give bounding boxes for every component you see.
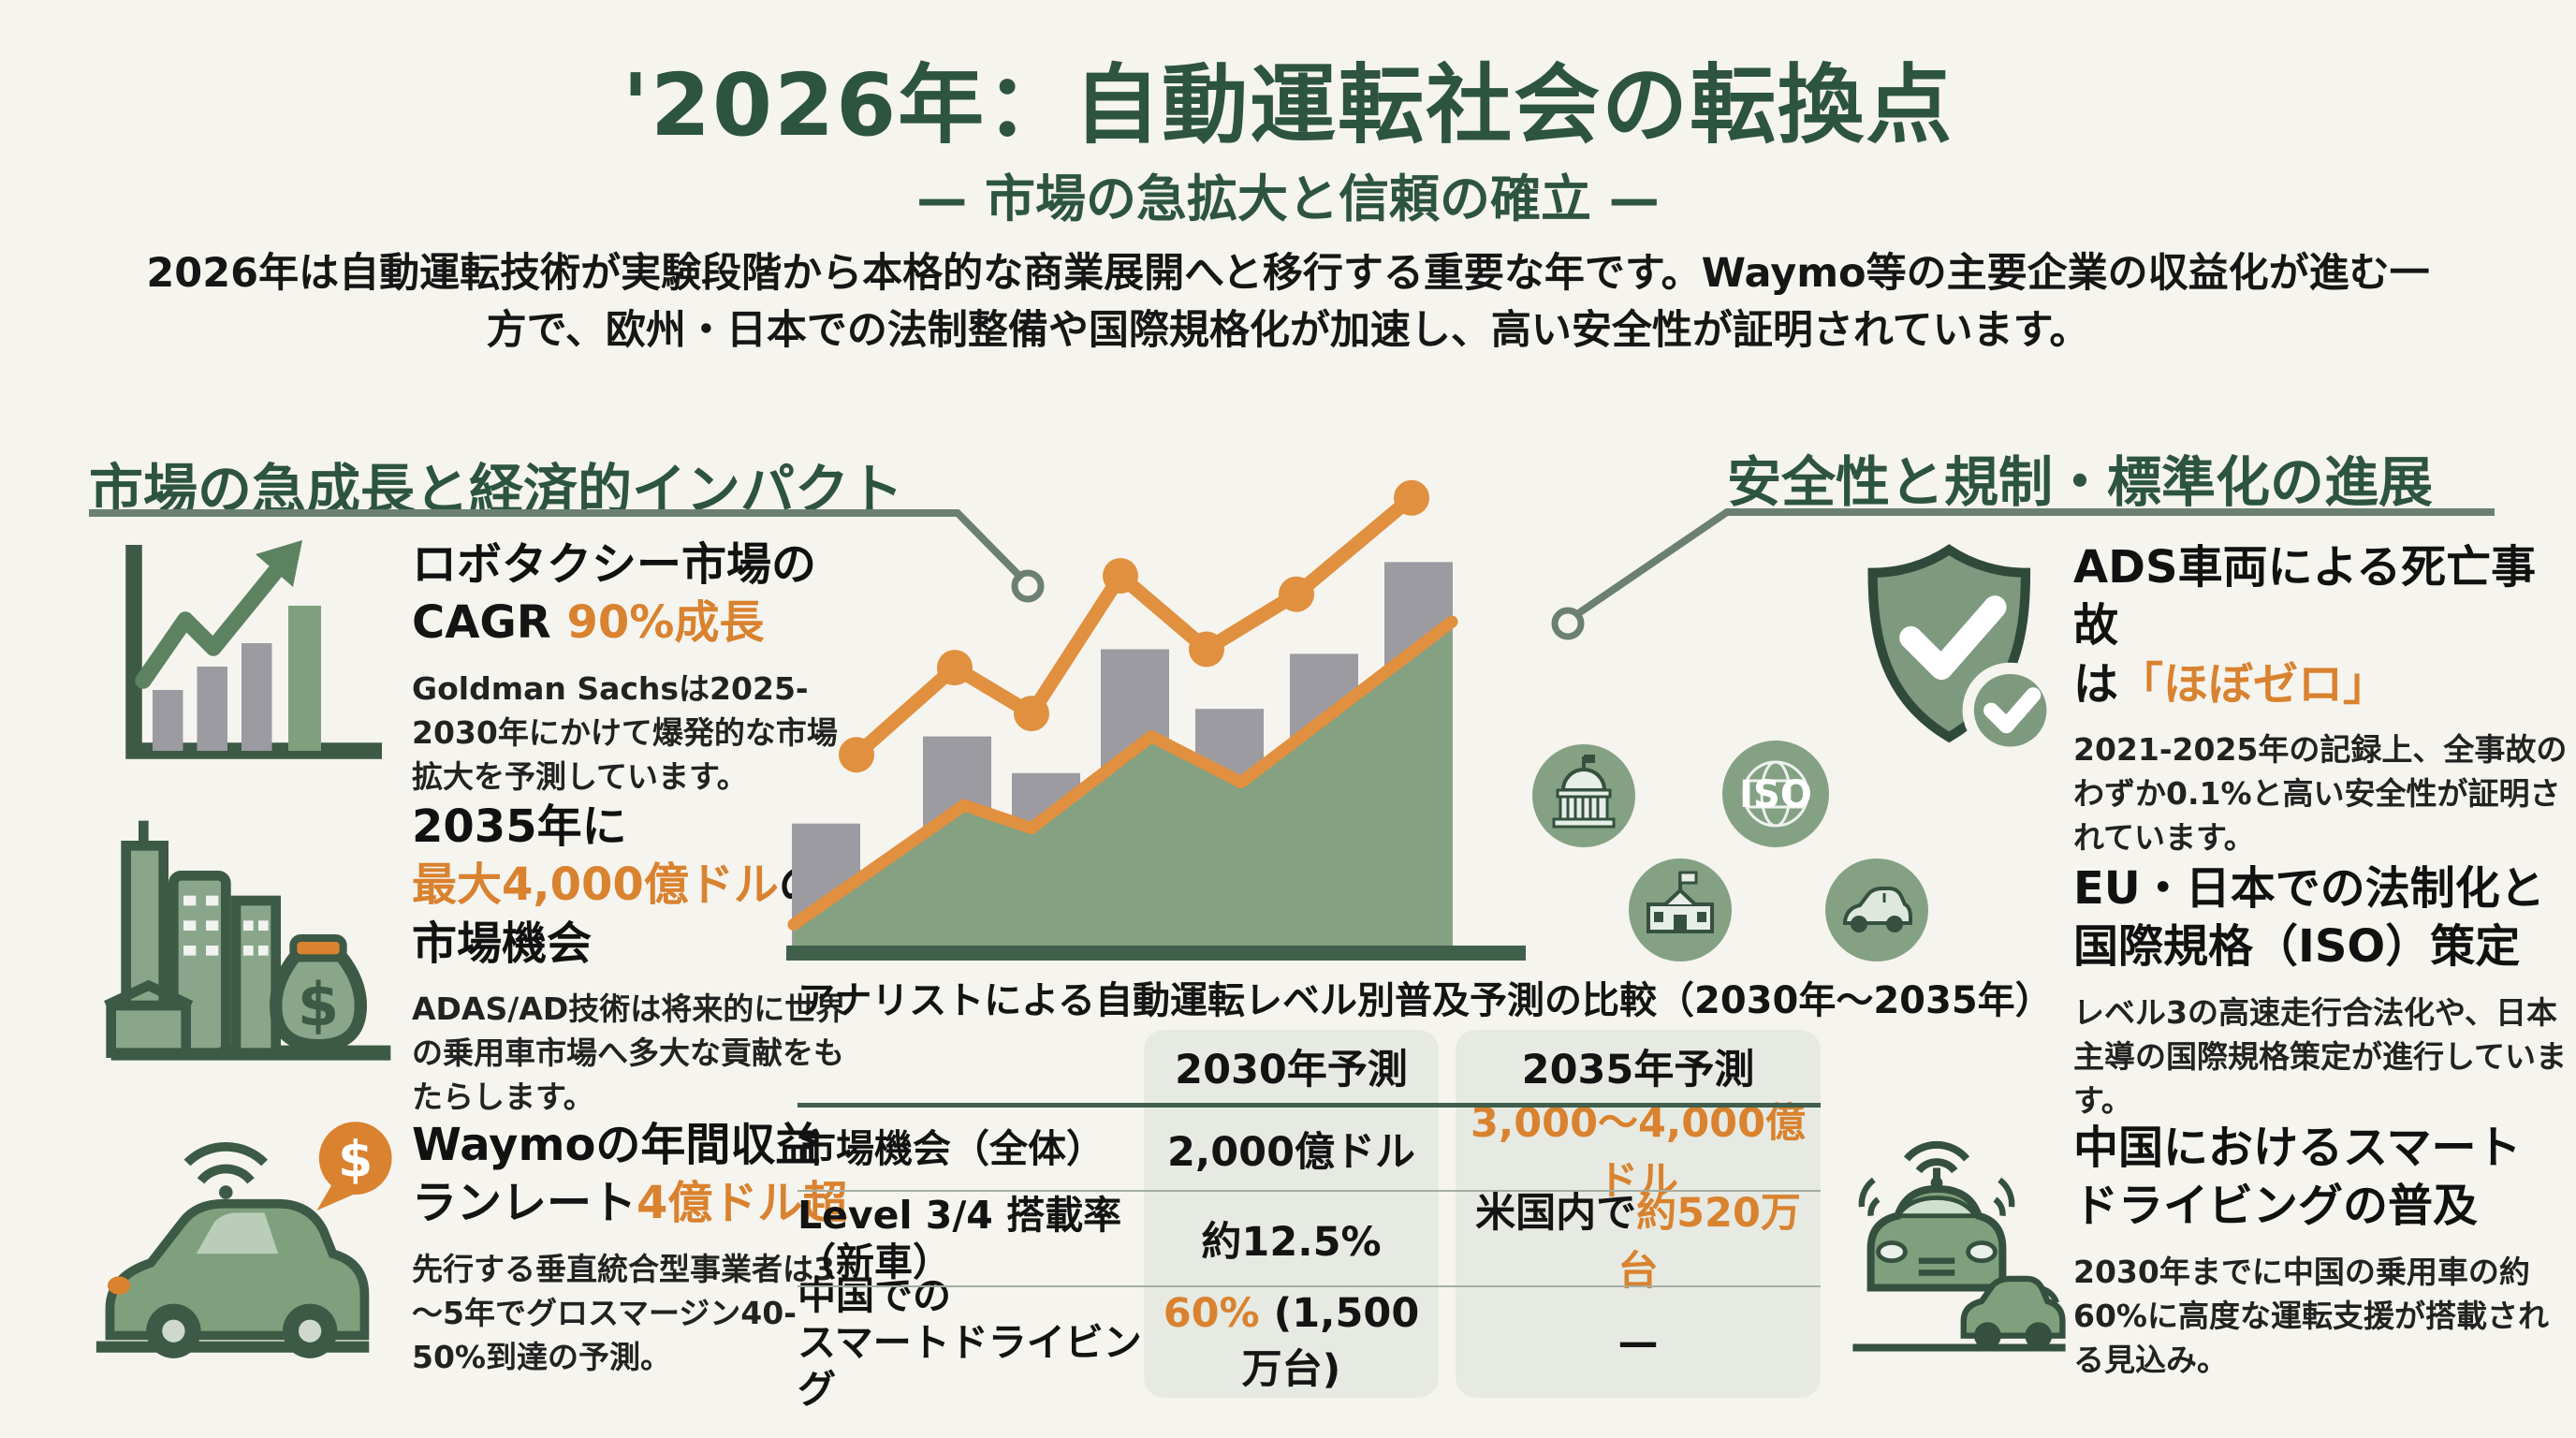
item-body: 先行する垂直統合型事業者は3～5年でグロスマージン40-50%到達の予測。 bbox=[412, 1250, 835, 1375]
table-divider bbox=[798, 1190, 1821, 1192]
col-header-2030: 2030年予測 bbox=[1175, 1047, 1408, 1093]
chart-caption: アナリストによる自動運転レベル別普及予測の比較（2030年～2035年） bbox=[798, 979, 2053, 1022]
left-item-waymo-revenue: $ Waymoの年間収益 ランレート4億ドル超 先行する垂直統合型事業者は3～5… bbox=[89, 1116, 852, 1379]
right-section-heading: 安全性と規制・標準化の進展 bbox=[1727, 450, 2434, 514]
growth-chart-icon bbox=[124, 540, 382, 759]
market-growth-chart bbox=[786, 479, 1526, 961]
right-item-china-smart-driving: 中国におけるスマート ドライビングの普及 2030年までに中国の乗用車の約60%… bbox=[1844, 1119, 2569, 1382]
left-item-robotaxi-cagr: ロボタクシー市場の CAGR 90%成長 Goldman Sachsは2025-… bbox=[89, 536, 852, 799]
table-column-bg-2035 bbox=[1456, 1030, 1821, 1398]
shield-check-icon bbox=[1867, 544, 2058, 758]
iso-label: ISO bbox=[1739, 773, 1812, 816]
svg-text:$: $ bbox=[297, 971, 339, 1040]
table-row: 市場機会（全体） 2,000億ドル 3,000～4,000億ドル bbox=[798, 1100, 1807, 1205]
school-building-icon bbox=[1629, 858, 1732, 961]
connector-ring bbox=[1011, 569, 1045, 603]
table-header-row: 2030年予測 2035年予測 bbox=[798, 1030, 1821, 1103]
right-item-eu-japan-iso: EU・日本での法制化と 国際規格（ISO）策定 レベル3の高速走行合法化や、日本… bbox=[1844, 859, 2569, 1123]
car-icon bbox=[1825, 858, 1928, 961]
city-moneybag-icon: $ bbox=[103, 820, 390, 1061]
page-title: '2026年：自動運転社会の転換点 bbox=[622, 55, 1954, 155]
table-divider bbox=[798, 1103, 1821, 1108]
item-body: 2021-2025年の記録上、全事故のわずか0.1%と高い安全性が証明されていま… bbox=[2073, 731, 2568, 856]
item-body: Goldman Sachsは2025-2030年にかけて爆発的な市場拡大を予測し… bbox=[412, 669, 838, 795]
page-subtitle: — 市場の急拡大と信頼の確立 — bbox=[916, 169, 1660, 228]
item-title: ADS車両による死亡事故 は「ほぼゼロ」 bbox=[2073, 541, 2537, 711]
table-column-bg-2030 bbox=[1144, 1030, 1439, 1398]
item-title: Waymoの年間収益 ランレート4億ドル超 bbox=[412, 1119, 848, 1230]
smart-cars-icon bbox=[1852, 1140, 2066, 1352]
right-item-ads-safety: ADS車両による死亡事故 は「ほぼゼロ」 2021-2025年の記録上、全事故の… bbox=[1844, 538, 2569, 860]
government-building-icon bbox=[1532, 744, 1635, 847]
item-body: レベル3の高速走行合法化や、日本主導の国際規格策定が進行しています。 bbox=[2073, 993, 2568, 1119]
regulation-icon-cluster: ISO bbox=[1532, 741, 1928, 961]
table-divider bbox=[798, 1285, 1821, 1287]
item-title: ロボタクシー市場の CAGR 90%成長 bbox=[412, 538, 817, 650]
iso-globe-icon: ISO bbox=[1722, 741, 1829, 847]
svg-text:$: $ bbox=[338, 1130, 373, 1189]
col-header-2035: 2035年予測 bbox=[1521, 1047, 1755, 1093]
right-heading-connector bbox=[1551, 508, 2495, 640]
table-row: Level 3/4 搭載率 （新車） 約12.5% 米国内で約520万台 bbox=[798, 1190, 1801, 1295]
left-item-market-opportunity: $ 2035年に 最大4,000億ドルの 市場機会 ADAS/AD技術は将来的に… bbox=[89, 798, 852, 1120]
connected-car-dollar-icon: $ bbox=[95, 1122, 392, 1358]
forecast-table: 2030年予測 2035年予測 市場機会（全体） 2,000億ドル 3,000～… bbox=[798, 1030, 1821, 1413]
intro-paragraph: 2026年は自動運転技術が実験段階から本格的な商業展開へと移行する重要な年です。… bbox=[146, 250, 2430, 355]
item-body: 2030年までに中国の乗用車の約60%に高度な運転支援が搭載される見込み。 bbox=[2073, 1253, 2549, 1378]
table-row: 中国での スマートドライビング 60% (1,500万台) — bbox=[798, 1272, 1659, 1413]
item-body: ADAS/AD技術は将来的に世界の乗用車市場へ多大な貢献をもたらします。 bbox=[412, 990, 847, 1115]
connector-ring bbox=[1551, 607, 1585, 640]
left-heading-connector bbox=[89, 509, 1045, 603]
item-title: 中国におけるスマート ドライビングの普及 bbox=[2073, 1122, 2522, 1233]
item-title: EU・日本での法制化と 国際規格（ISO）策定 bbox=[2073, 862, 2545, 974]
